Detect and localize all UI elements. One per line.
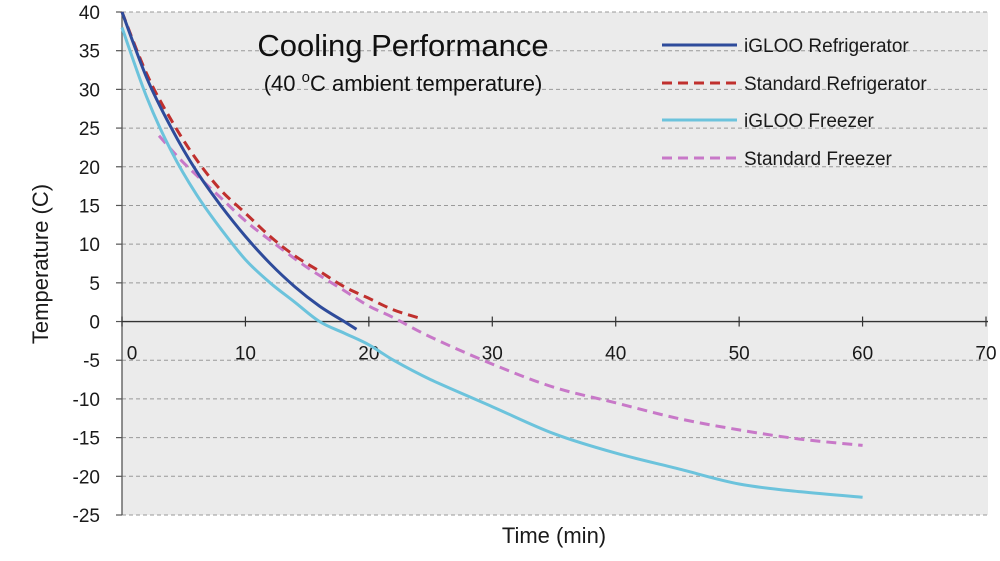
y-tick-label: 0 xyxy=(89,313,100,334)
y-tick-label: 5 xyxy=(89,274,100,295)
series-line-igloo-freezer xyxy=(120,27,863,499)
y-tick-label: -5 xyxy=(83,351,100,372)
legend-label-standard-freezer: Standard Freezer xyxy=(744,149,893,170)
y-tick-labels: 40 35 30 25 20 15 10 5 0 -5 -10 -15 -20 -25 xyxy=(73,3,100,527)
y-tick-label: 35 xyxy=(79,42,100,63)
x-tick-label: 60 xyxy=(852,344,873,365)
degree-superscript: o xyxy=(302,69,310,86)
axes xyxy=(116,11,988,516)
y-tick-label: 10 xyxy=(79,235,100,256)
legend-label-standard-refrigerator: Standard Refrigerator xyxy=(744,74,927,95)
x-tick-label: 40 xyxy=(605,344,626,365)
y-tick-label: 20 xyxy=(79,158,100,179)
series-line-standard-refrigerator xyxy=(120,11,419,320)
x-tick-label: 0 xyxy=(127,344,138,365)
y-tick-label: -25 xyxy=(73,506,100,527)
gridlines xyxy=(122,11,988,516)
legend-label-igloo-refrigerator: iGLOO Refrigerator xyxy=(744,36,909,57)
plot-area xyxy=(122,12,988,515)
chart-subtitle: (40 oC ambient temperature) xyxy=(264,69,543,96)
y-tick-label: 25 xyxy=(79,119,100,140)
series-lines xyxy=(120,11,863,499)
x-tick-label: 20 xyxy=(358,344,379,365)
series-line-igloo-refrigerator xyxy=(120,11,358,331)
y-tick-label: 40 xyxy=(79,3,100,24)
legend-label-igloo-freezer: iGLOO Freezer xyxy=(744,111,875,132)
y-tick-label: -15 xyxy=(73,429,100,450)
y-tick-label: 30 xyxy=(79,80,100,101)
y-tick-label: -10 xyxy=(73,390,100,411)
x-tick-label: 30 xyxy=(482,344,503,365)
x-tick-label: 50 xyxy=(729,344,750,365)
x-tick-label: 70 xyxy=(975,344,996,365)
legend: iGLOO Refrigerator Standard Refrigerator i… xyxy=(662,36,927,170)
y-tick-label: -20 xyxy=(73,467,100,488)
chart-title: Cooling Performance xyxy=(257,28,548,63)
y-axis-title: Temperature (C) xyxy=(28,184,53,344)
x-axis-title: Time (min) xyxy=(502,523,606,548)
series-line-standard-freezer xyxy=(157,134,863,447)
y-tick-label: 15 xyxy=(79,196,100,217)
x-tick-labels: 0 10 20 30 40 50 60 70 xyxy=(127,344,997,365)
x-tick-label: 10 xyxy=(235,344,256,365)
